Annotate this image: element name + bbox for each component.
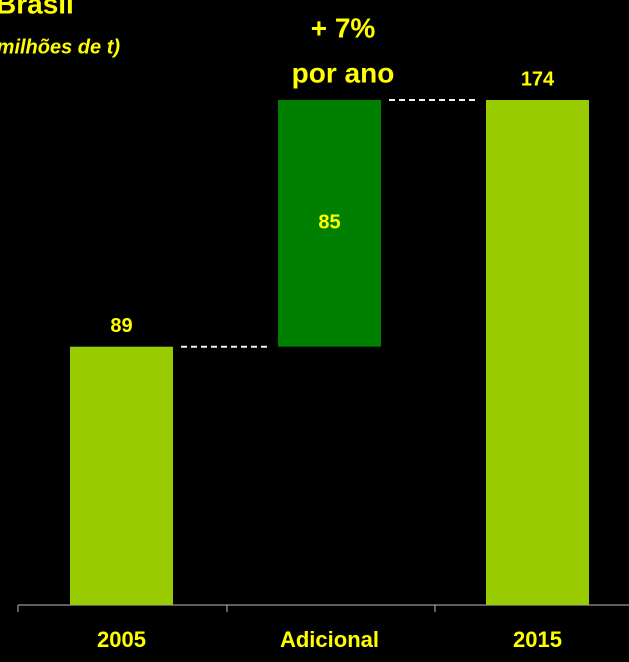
bar <box>278 100 381 347</box>
x-tick-label: Adicional <box>280 627 379 652</box>
annotation: + 7% <box>311 12 376 43</box>
chart-subtitle: (milhões de t) <box>0 36 120 58</box>
value-label: 174 <box>521 68 555 90</box>
chart-title: Brasil <box>0 0 74 19</box>
x-tick-label: 2005 <box>97 627 146 652</box>
annotation: por ano <box>292 57 395 88</box>
bar <box>486 100 589 605</box>
value-label: 89 <box>110 315 132 337</box>
value-label: 85 <box>318 212 340 234</box>
x-tick-label: 2015 <box>513 627 562 652</box>
bar <box>70 346 173 605</box>
